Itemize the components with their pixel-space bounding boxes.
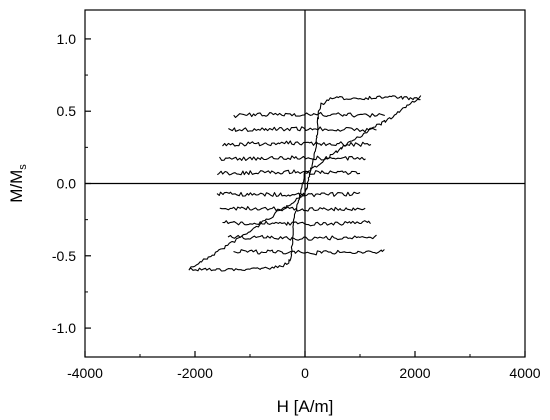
plot-frame [84, 9, 526, 358]
minor-loop-4-top [219, 155, 366, 161]
x-tick-label: 2000 [399, 365, 430, 381]
x-tick-label: -4000 [67, 365, 103, 381]
plot-data-layer [188, 95, 422, 272]
y-axis-label: M/Ms [7, 164, 29, 203]
y-tick-label: 0.0 [57, 176, 77, 192]
x-axis-label: H [A/m] [277, 397, 334, 416]
y-tick-label: -1.0 [52, 320, 76, 336]
minor-loop-1-bottom [233, 249, 385, 256]
x-tick-label: -2000 [177, 365, 213, 381]
y-axis-label-main: M/M [7, 170, 26, 203]
y-axis-label-sub: s [17, 164, 29, 170]
y-tick-label: 0.5 [57, 103, 77, 119]
minor-loop-2-top [228, 126, 377, 133]
x-tick-label: 4000 [509, 365, 540, 381]
minor-loop-3-bottom [222, 220, 371, 227]
minor-loop-4-bottom [219, 206, 366, 212]
x-tick-label: 0 [301, 365, 309, 381]
y-tick-label: -0.5 [52, 248, 76, 264]
minor-loop-2-bottom [227, 234, 377, 241]
minor-loop-5-top [217, 169, 361, 176]
y-tick-label: 1.0 [57, 31, 77, 47]
minor-loop-3-top [222, 140, 372, 147]
minor-loop-5-bottom [216, 191, 361, 198]
minor-loop-1-top [233, 111, 385, 119]
outer-loop-descending-branch [189, 95, 422, 272]
